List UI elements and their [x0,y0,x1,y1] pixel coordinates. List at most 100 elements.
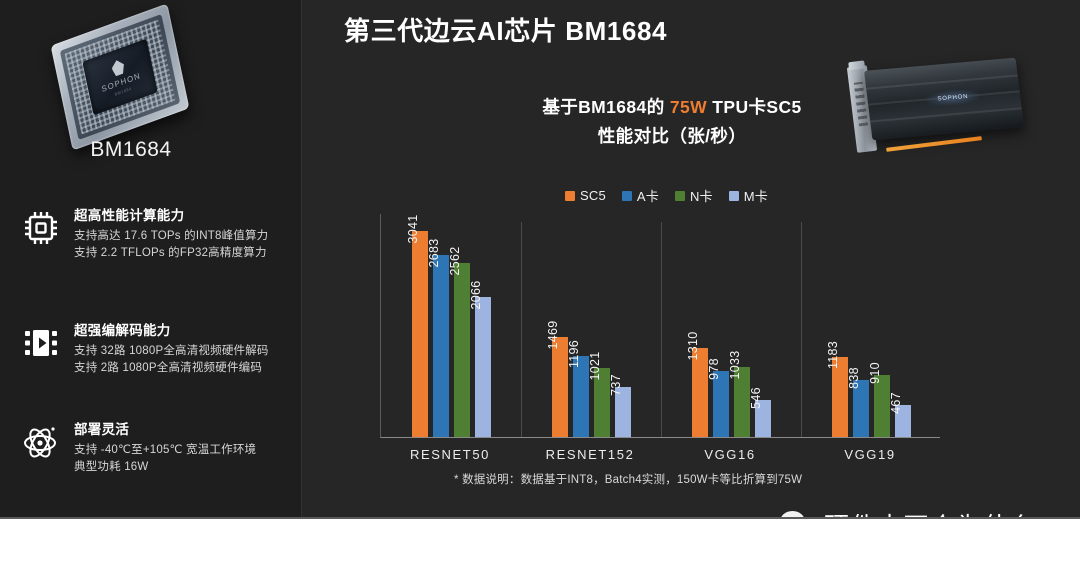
bar-rect [572,356,589,437]
legend-item-N卡[interactable]: N卡 [674,186,713,205]
wechat-bubble-front [793,518,817,519]
bar-M卡-VGG16[interactable]: 546 [749,214,771,437]
chart-category-label: RESNET50 [410,447,490,462]
bar-value-label: 1183 [825,340,840,370]
bar-value-label: 1196 [566,339,581,369]
bar-value-label: 467 [888,392,903,414]
chart-group-separator [661,222,662,437]
bar-rect [894,405,911,437]
bar-value-label: 1021 [587,351,602,381]
feature-title: 部署灵活 [74,422,130,437]
chart-group-separator [521,222,522,437]
bar-rect [593,368,610,437]
feature-line: 支持高达 17.6 TOPs 的INT8峰值算力 [74,230,269,242]
bar-rect [873,375,890,437]
bar-SC5-VGG16[interactable]: 1310 [686,214,708,437]
feature-item-codec: 超强编解码能力 支持 32路 1080P全高清视频硬件解码 支持 2路 1080… [18,318,298,377]
feature-line: 支持 -40℃至+105℃ 宽温工作环境 [74,444,257,456]
bar-rect [831,357,848,437]
bar-value-label: 910 [867,362,882,384]
legend-swatch-icon [728,190,739,201]
bar-value-label: 978 [706,358,721,380]
bar-rect [733,367,750,437]
bar-M卡-RESNET152[interactable]: 737 [609,214,631,437]
sc5-card-image: SOPHON [842,57,1027,163]
bar-SC5-VGG19[interactable]: 1183 [826,214,848,437]
feature-line: 支持 2路 1080P全高清视频硬件编码 [74,362,263,374]
sophon-logo-icon [110,58,125,77]
bar-N卡-RESNET50[interactable]: 2562 [448,214,470,437]
legend-item-M卡[interactable]: M卡 [728,186,768,205]
legend-item-SC5[interactable]: SC5 [565,188,606,203]
chart-group-separator [801,222,802,437]
legend-swatch-icon [621,190,632,201]
slide-canvas: SOPHON BM1684 BM1684 超高性能计算能力 [0,0,1080,519]
bar-SC5-RESNET152[interactable]: 1469 [546,214,568,437]
bar-rect [691,348,708,437]
bar-rect [852,380,869,437]
bar-value-label: 1469 [545,320,560,350]
bar-value-label: 2683 [426,238,441,268]
bar-N卡-RESNET152[interactable]: 1021 [588,214,610,437]
legend-label: M卡 [743,189,768,204]
watermark: 硬件十万个为什么 [780,507,1036,519]
subtitle-prefix: 基于BM1684的 [542,97,670,117]
chart-category-label: VGG19 [844,447,896,462]
feature-item-deployment: 部署灵活 支持 -40℃至+105℃ 宽温工作环境 典型功耗 16W [18,417,298,476]
chart-category-label: RESNET152 [545,447,635,462]
chip-package: SOPHON BM1684 [50,3,190,151]
bar-value-label: 2562 [447,246,462,276]
wechat-icon [780,511,818,519]
subtitle-highlight-75w: 75W [669,97,708,117]
bar-N卡-VGG19[interactable]: 910 [868,214,890,437]
chart-footnote: * 数据说明：数据基于INT8，Batch4实测，150W卡等比折算到75W [454,474,803,486]
bar-N卡-VGG16[interactable]: 1033 [728,214,750,437]
feature-item-compute: 超高性能计算能力 支持高达 17.6 TOPs 的INT8峰值算力 支持 2.2… [18,203,298,262]
chart-legend: SC5 A卡 N卡 M卡 [565,186,768,205]
bar-group-VGG16: 1310 978 1033 546 [661,214,801,437]
subtitle-suffix: TPU卡SC5 [707,97,802,117]
chip-processor-icon [18,205,64,251]
left-panel: SOPHON BM1684 BM1684 超高性能计算能力 [0,0,302,519]
card-ridge [866,74,1018,90]
chip-substrate: SOPHON BM1684 [59,14,181,140]
card-accent-stripe [886,136,982,152]
legend-item-A卡[interactable]: A卡 [621,186,659,205]
bar-value-label: 838 [846,367,861,389]
chart-subtitle: 基于BM1684的 75W TPU卡SC5 性能对比（张/秒） [472,93,872,151]
legend-label: A卡 [636,189,659,204]
card-shroud: SOPHON [863,57,1025,141]
chart-category-axis: RESNET50 RESNET152 VGG16 VGG19 [380,438,940,462]
bar-A卡-VGG16[interactable]: 978 [707,214,729,437]
bar-A卡-RESNET152[interactable]: 1196 [567,214,589,437]
feature-line: 支持 32路 1080P全高清视频硬件解码 [74,345,269,357]
legend-label: SC5 [580,188,606,203]
chart-subtitle-line-2: 性能对比（张/秒） [597,126,747,146]
bar-group-RESNET152: 1469 1196 1021 737 [521,214,661,437]
legend-swatch-icon [565,190,575,201]
feature-line: 支持 2.2 TFLOPs 的FP32高精度算力 [74,247,267,259]
bar-A卡-RESNET50[interactable]: 2683 [427,214,449,437]
bar-value-label: 2066 [468,280,483,310]
atom-icon [18,419,64,465]
feature-title: 超强编解码能力 [74,323,171,338]
legend-label: N卡 [689,189,713,204]
main-content: 第三代边云AI芯片 BM1684 基于BM1684的 75W TPU卡SC5 性… [302,0,1080,519]
bar-A卡-VGG19[interactable]: 838 [847,214,869,437]
bar-group-RESNET50: 3041 2683 2562 2066 [381,214,521,437]
watermark-text: 硬件十万个为什么 [824,507,1036,519]
feature-text-compute: 超高性能计算能力 支持高达 17.6 TOPs 的INT8峰值算力 支持 2.2… [74,203,268,262]
bar-SC5-RESNET50[interactable]: 3041 [406,214,428,437]
bar-M卡-RESNET50[interactable]: 2066 [469,214,491,437]
card-brand-badge: SOPHON [925,87,981,108]
bar-rect [411,231,428,437]
bar-M卡-VGG19[interactable]: 467 [889,214,911,437]
chart-plot-area: 3041 2683 2562 2066 1469 1196 1021 737 1310 978 10… [380,214,940,438]
feature-line: 典型功耗 16W [74,461,149,473]
bar-rect [432,255,449,437]
legend-swatch-icon [674,190,685,201]
bar-value-label: 1310 [685,331,700,361]
performance-bar-chart: 3041 2683 2562 2066 1469 1196 1021 737 1310 978 10… [380,214,940,462]
bar-value-label: 3041 [405,214,420,244]
bar-group-VGG19: 1183 838 910 467 [801,214,941,437]
